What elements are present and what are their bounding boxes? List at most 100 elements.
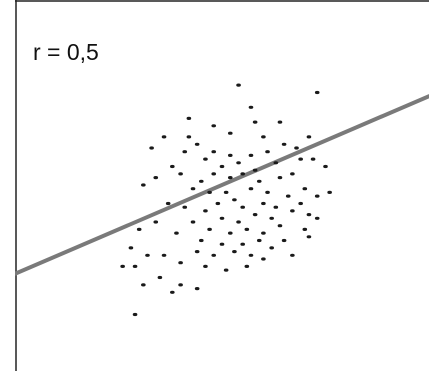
scatter-point (261, 257, 266, 261)
scatter-point (277, 176, 283, 180)
scatter-point (265, 150, 270, 154)
scatter-point (227, 131, 233, 135)
scatter-point (314, 216, 320, 220)
scatter-point (161, 135, 167, 139)
scatter-point (306, 235, 312, 239)
scatter-point (244, 227, 250, 231)
scatter-point (219, 242, 225, 246)
scatter-point (261, 201, 266, 206)
scatter-point (157, 275, 163, 280)
scatter-point (298, 201, 303, 206)
scatter-point (141, 183, 146, 187)
scatter-point (323, 164, 328, 169)
scatter-point (252, 168, 258, 172)
scatter-point (261, 231, 266, 235)
scatter-point (285, 194, 291, 198)
scatter-plot (15, 0, 429, 371)
scatter-point (248, 253, 254, 257)
scatter-point (269, 216, 274, 220)
scatter-point (211, 150, 217, 154)
scatter-point (120, 264, 125, 268)
scatter-point (153, 220, 159, 224)
scatter-point (211, 253, 217, 257)
scatter-figure: r = 0,5 (15, 0, 429, 371)
scatter-point (227, 231, 233, 235)
scatter-point (294, 146, 299, 150)
scatter-point (244, 264, 250, 268)
scatter-point (211, 124, 217, 128)
scatter-point (132, 312, 138, 317)
scatter-point (149, 146, 154, 150)
scatter-point (240, 205, 245, 209)
scatter-point (277, 224, 283, 228)
scatter-point (298, 157, 303, 161)
trend-line (15, 94, 429, 276)
scatter-point (261, 135, 266, 139)
scatter-point (165, 201, 171, 206)
scatter-point (248, 105, 254, 109)
scatter-point (252, 213, 258, 217)
scatter-point (178, 261, 183, 265)
scatter-point (203, 157, 208, 161)
scatter-point (306, 135, 312, 139)
scatter-point (194, 142, 200, 146)
scatter-point (248, 153, 254, 157)
scatter-point (223, 268, 229, 272)
scatter-point (327, 190, 332, 194)
scatter-point (256, 179, 262, 183)
scatter-point (281, 142, 287, 146)
scatter-point (128, 246, 134, 250)
scatter-point (252, 120, 258, 124)
scatter-point (236, 220, 241, 224)
scatter-point (306, 213, 312, 217)
scatter-point (136, 227, 142, 231)
scatter-point (207, 190, 212, 194)
scatter-point (182, 150, 188, 154)
scatter-point (227, 153, 233, 157)
scatter-point (174, 231, 179, 235)
scatter-point (273, 161, 279, 165)
scatter-point (314, 194, 320, 198)
scatter-point (277, 120, 283, 124)
scatter-point (132, 264, 138, 268)
scatter-point (290, 172, 295, 176)
scatter-point (161, 253, 167, 257)
scatter-point (310, 157, 316, 161)
scatter-point (223, 190, 229, 194)
scatter-point (203, 209, 208, 213)
correlation-annotation: r = 0,5 (31, 38, 101, 66)
scatter-point (232, 250, 237, 254)
scatter-point (215, 201, 221, 206)
scatter-point (236, 161, 241, 165)
scatter-point (178, 172, 183, 176)
scatter-point (314, 90, 320, 95)
scatter-point (194, 250, 200, 254)
scatter-point (219, 164, 225, 169)
scatter-point (203, 264, 208, 268)
scatter-point (207, 227, 212, 231)
scatter-point (232, 198, 237, 202)
scatter-point (290, 209, 295, 213)
scatter-point (170, 164, 175, 169)
scatter-point (178, 283, 183, 287)
scatter-point (290, 253, 295, 257)
scatter-point (265, 190, 270, 194)
scatter-point (302, 187, 308, 191)
scatter-point (190, 220, 196, 224)
scatter-point (153, 176, 159, 180)
scatter-point (248, 187, 254, 191)
scatter-point (170, 290, 175, 294)
scatter-point (190, 187, 196, 191)
scatter-point (186, 135, 192, 139)
scatter-point (186, 116, 192, 120)
scatter-point (211, 172, 217, 176)
scatter-point (145, 253, 150, 257)
scatter-point (281, 238, 287, 243)
scatter-point (302, 227, 308, 231)
scatter-point (273, 205, 279, 209)
scatter-point (256, 238, 262, 243)
scatter-point (199, 238, 204, 243)
scatter-point (141, 283, 146, 287)
scatter-point (219, 216, 225, 220)
scatter-point (240, 242, 245, 246)
